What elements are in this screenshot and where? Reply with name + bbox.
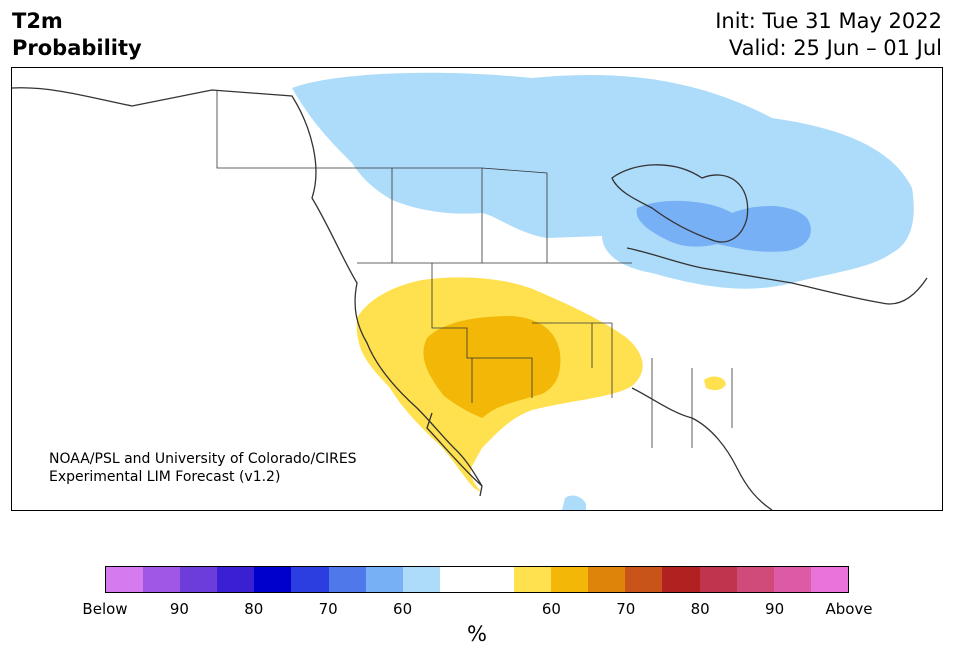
colorbar-segment [439, 567, 477, 592]
map-canvas [12, 72, 928, 510]
colorbar-tick-label: 60 [541, 600, 561, 618]
colorbar-segment [551, 567, 589, 592]
colorbar-tick-label: Above [825, 600, 873, 618]
colorbar-segment [143, 567, 181, 592]
colorbar-segment [217, 567, 255, 592]
colorbar-segment [514, 567, 552, 592]
title-line-2: Probability [12, 36, 142, 60]
colorbar-segment [736, 567, 774, 592]
colorbar-segment [106, 567, 144, 592]
credit-line-1: NOAA/PSL and University of Colorado/CIRE… [49, 451, 357, 467]
colorbar-tick-label: 70 [318, 600, 338, 618]
date-info: Init: Tue 31 May 2022 Valid: 25 Jun – 01… [715, 8, 942, 62]
colorbar-tick-label: 80 [690, 600, 710, 618]
colorbar-tick-label: Below [82, 600, 128, 618]
probability-colorbar [105, 566, 849, 593]
colorbar-segment [773, 567, 811, 592]
border-lines [216, 90, 733, 448]
init-date: Init: Tue 31 May 2022 [715, 9, 942, 33]
colorbar-segment [328, 567, 366, 592]
credit-line-2: Experimental LIM Forecast (v1.2) [49, 469, 281, 485]
colorbar-segment [402, 567, 440, 592]
above-normal-region-small [704, 376, 726, 391]
colorbar-segment [588, 567, 626, 592]
colorbar-segment [365, 567, 403, 592]
title-line-1: T2m [12, 9, 63, 33]
colorbar-tick-label: 90 [765, 600, 785, 618]
colorbar-segment [476, 567, 515, 592]
colorbar-segment [662, 567, 700, 592]
colorbar-tick-label: 60 [393, 600, 413, 618]
chart-title: T2m Probability [12, 8, 142, 62]
below-normal-region-medium [636, 200, 811, 252]
colorbar-segment [254, 567, 292, 592]
above-normal-region-medium [423, 316, 561, 418]
colorbar-segment [180, 567, 218, 592]
credit-text: NOAA/PSL and University of Colorado/CIRE… [49, 450, 357, 486]
colorbar-tick-label: 80 [244, 600, 264, 618]
valid-range: Valid: 25 Jun – 01 Jul [728, 36, 942, 60]
colorbar-unit: % [467, 622, 487, 646]
colorbar-tick-label: 70 [616, 600, 636, 618]
colorbar-segment [625, 567, 663, 592]
forecast-map [11, 67, 943, 511]
colorbar-segment [699, 567, 737, 592]
coastline-outline [12, 87, 928, 510]
below-normal-region-small [562, 495, 586, 510]
colorbar-tick-label: 90 [169, 600, 189, 618]
colorbar-segment [291, 567, 329, 592]
colorbar-segment [810, 567, 848, 592]
hudson-bay-outline [611, 164, 749, 243]
below-normal-region-light [292, 72, 914, 289]
